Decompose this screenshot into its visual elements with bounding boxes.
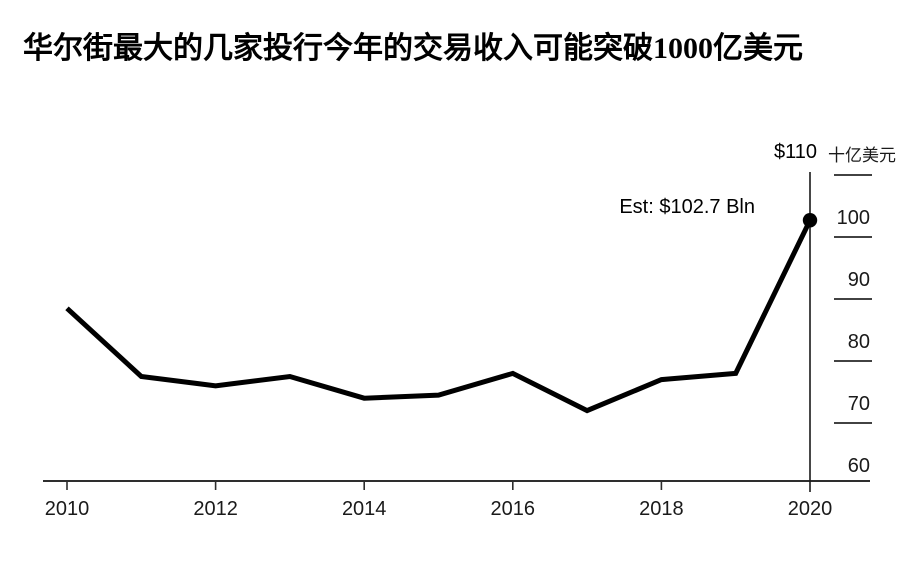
y-tick-label: 100	[836, 207, 870, 229]
y-tick-label: 90	[847, 269, 870, 291]
y-tick-label: 80	[847, 331, 870, 353]
chart-title: 华尔街最大的几家投行今年的交易收入可能突破1000亿美元	[23, 32, 803, 65]
estimate-point-marker	[802, 213, 818, 228]
y-axis-unit-label: 十亿美元	[828, 146, 896, 165]
estimate-annotation: Est: $102.7 Bln	[619, 196, 755, 218]
y-axis-top-label: $110	[773, 141, 817, 163]
x-tick-label: 2014	[341, 498, 387, 520]
x-tick-label: 2020	[787, 498, 833, 520]
revenue-line-series	[65, 219, 813, 414]
x-tick-label: 2018	[639, 498, 684, 520]
x-tick-label: 2010	[44, 498, 90, 520]
x-tick-label: 2016	[490, 498, 536, 520]
y-tick-label: 70	[847, 393, 870, 415]
x-tick-label: 2012	[193, 498, 238, 520]
y-tick-label: 60	[847, 455, 870, 477]
